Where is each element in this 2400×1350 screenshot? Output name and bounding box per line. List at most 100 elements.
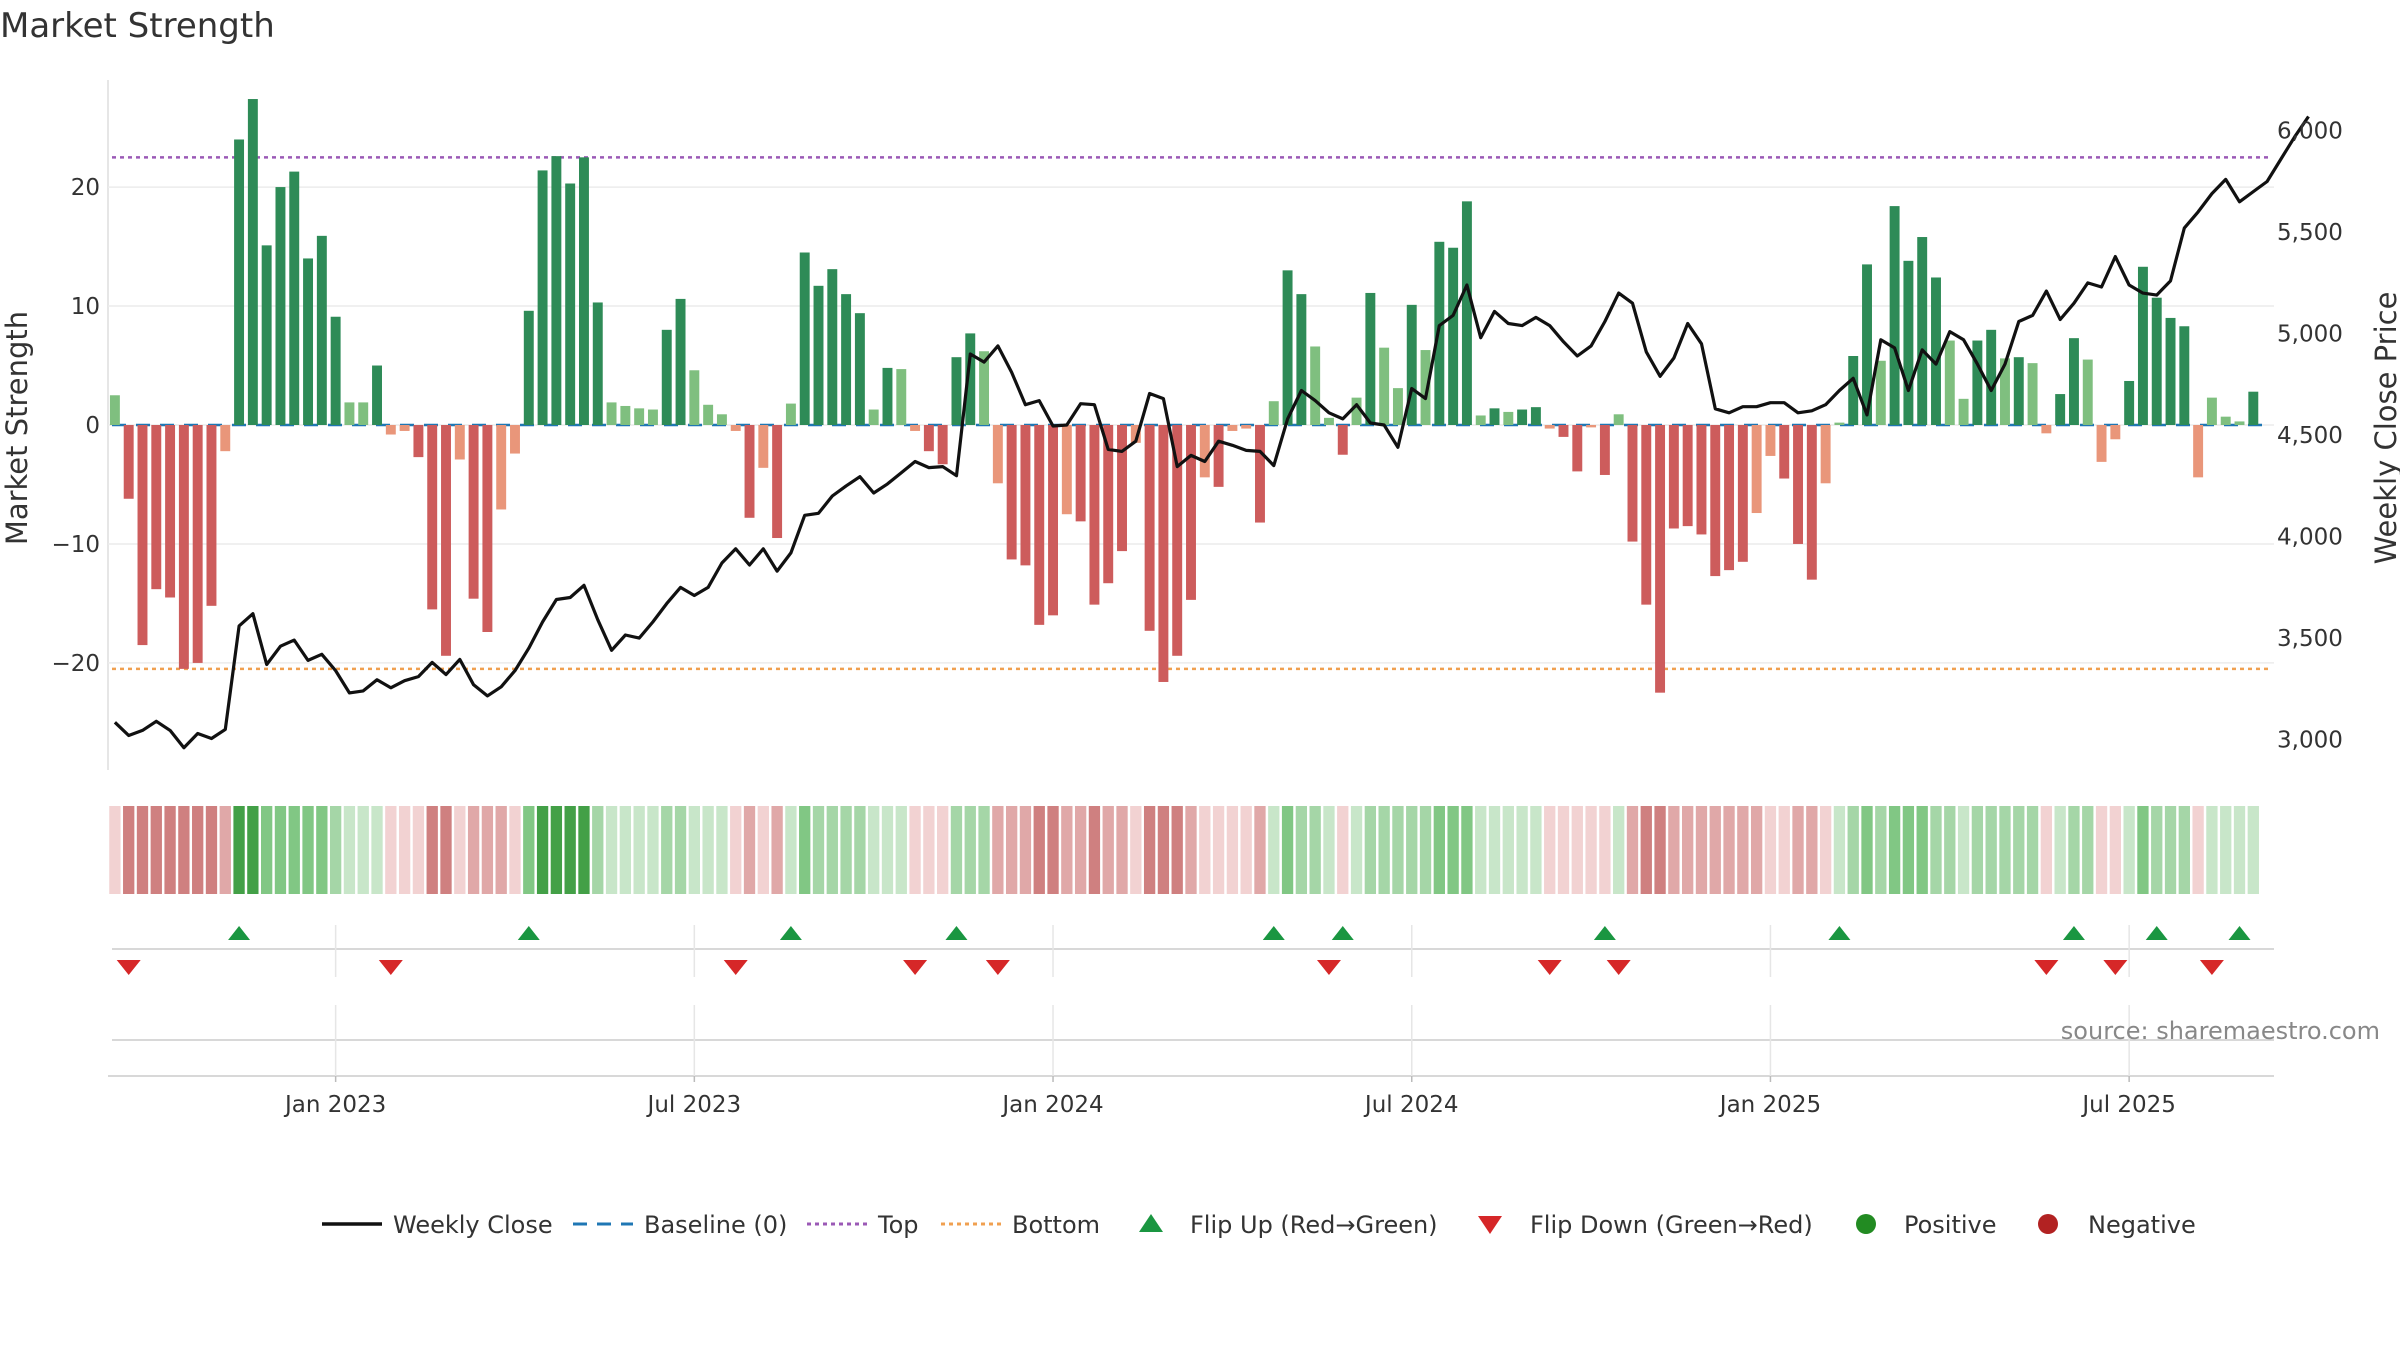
strength-bar [1572, 425, 1583, 472]
band-cell [1668, 806, 1680, 894]
strength-bar [620, 405, 631, 425]
strength-bar [1737, 425, 1748, 562]
strength-bar [1323, 417, 1334, 425]
strength-bar [2248, 391, 2259, 425]
band-cell [923, 806, 935, 894]
band-cell [233, 806, 245, 894]
strength-bar [427, 425, 438, 610]
strength-bar [992, 425, 1003, 484]
strength-bar [2041, 425, 2052, 434]
strength-bar [2096, 425, 2107, 462]
strength-bar [1972, 340, 1983, 425]
flip-up-marker [1828, 926, 1851, 940]
strength-bar [882, 367, 893, 425]
strength-bar [1986, 329, 1997, 425]
band-cell [302, 806, 314, 894]
strength-bar [647, 409, 658, 425]
band-cell [274, 806, 287, 894]
strength-bar [316, 235, 327, 425]
y-tick-label: −10 [51, 532, 100, 558]
band-cell [785, 806, 797, 894]
band-cell [826, 806, 838, 894]
band-cell [895, 806, 907, 894]
strength-bar [1903, 260, 1914, 425]
flip-down-marker [1537, 960, 1562, 975]
band-cell [964, 806, 976, 894]
band-cell [1488, 806, 1501, 894]
strength-bar [1020, 425, 1031, 566]
legend-label: Bottom [1012, 1211, 1100, 1239]
price-series [113, 115, 2310, 750]
strength-bar [1751, 425, 1762, 514]
band-cell [2095, 806, 2108, 894]
band-cell [812, 806, 825, 894]
legend-item: Positive [1856, 1211, 1997, 1239]
strength-bar [785, 403, 796, 425]
strength-bar [1848, 356, 1859, 425]
flip-down-marker [116, 960, 141, 975]
strength-bar [1199, 425, 1210, 478]
circle-icon [1856, 1214, 1876, 1234]
band-cell [509, 806, 521, 894]
band-cell [2040, 806, 2053, 894]
band-cell [854, 806, 866, 894]
band-cell [1833, 806, 1846, 894]
band-cell [385, 806, 397, 894]
strength-bar [151, 425, 162, 590]
strength-bar [1627, 425, 1638, 542]
band-cell [467, 806, 480, 894]
strength-bar [592, 302, 603, 425]
strength-bar [165, 425, 176, 598]
strength-bar [1158, 425, 1169, 682]
band-cell [1819, 806, 1832, 894]
band-cell [316, 806, 328, 894]
strength-bar [1296, 294, 1307, 425]
band-cell [1613, 806, 1625, 894]
strength-bar [937, 425, 948, 465]
band-cell [702, 806, 714, 894]
flip-down-marker [1606, 960, 1631, 975]
y2-tick-label: 3,000 [2277, 728, 2343, 754]
strength-bar [1682, 425, 1693, 527]
band-cell [123, 806, 135, 894]
strength-bar [1765, 425, 1776, 456]
y2-tick-label: 6,000 [2277, 119, 2343, 145]
band-cell [371, 806, 383, 894]
band-cell [1888, 806, 1901, 894]
weekly-close-line [113, 115, 2310, 750]
strength-bar [1586, 425, 1597, 428]
strength-bar [413, 425, 424, 458]
strength-bar [2082, 359, 2093, 425]
strength-bar [1806, 425, 1817, 580]
strength-bar [1186, 425, 1196, 600]
strength-bar [468, 425, 479, 599]
strength-bar [1337, 425, 1348, 455]
band-cell [1654, 806, 1666, 894]
triangle-down-icon [1478, 1216, 1502, 1234]
strength-bar [1255, 425, 1265, 523]
band-cell [619, 806, 632, 894]
strength-bar [799, 252, 810, 425]
strength-bar [454, 425, 465, 460]
legend-label: Weekly Close [393, 1211, 553, 1239]
band-cell [799, 806, 811, 894]
band-cell [771, 806, 783, 894]
band-cell [219, 806, 231, 894]
strength-bar [372, 365, 382, 425]
legend-label: Flip Down (Green→Red) [1530, 1211, 1813, 1239]
band-cell [1461, 806, 1473, 894]
band-cell [2082, 806, 2094, 894]
band-cell [1585, 806, 1597, 894]
band-cell [150, 806, 162, 894]
strength-bar [1420, 350, 1431, 425]
strength-bar [1461, 201, 1472, 425]
band-cell [1723, 806, 1735, 894]
band-cell [398, 806, 411, 894]
band-cell [247, 806, 259, 894]
band-cell [1047, 806, 1059, 894]
band-cell [1157, 806, 1170, 894]
band-cell [1502, 806, 1514, 894]
strength-bar [537, 170, 548, 425]
band-cell [1337, 806, 1349, 894]
band-cell [605, 806, 618, 894]
